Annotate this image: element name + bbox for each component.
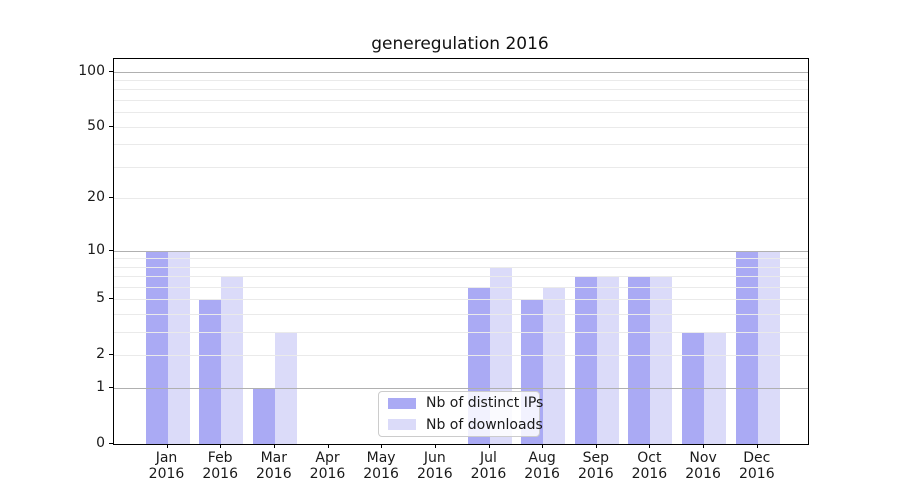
y-tick-mark-20 <box>109 197 113 199</box>
legend-swatch-downloads <box>388 419 416 431</box>
y-tick-mark-1 <box>109 387 113 389</box>
gridline-minor-2 <box>114 355 808 357</box>
gridline-minor-20 <box>114 198 808 200</box>
y-tick-mark-0 <box>109 443 113 444</box>
y-tick-label-0: 0 <box>96 435 105 451</box>
y-tick-label-5: 5 <box>96 290 105 307</box>
x-tick-label-oct: Oct 2016 <box>631 450 668 482</box>
bar-downloads-jan <box>167 250 190 444</box>
gridline-minor-8 <box>114 266 808 268</box>
bar-downloads-nov <box>704 332 727 444</box>
gridline-minor-9 <box>114 258 808 260</box>
grid-layer <box>114 59 808 444</box>
x-tick-label-mar: Mar 2016 <box>255 450 292 482</box>
gridline-minor-60 <box>114 112 808 114</box>
bar-distinct-ips-jan <box>145 250 168 444</box>
x-tick-mark-mar <box>273 444 275 448</box>
bar-distinct-ips-nov <box>682 332 705 444</box>
bar-downloads-oct <box>650 276 673 444</box>
gridline-minor-4 <box>114 314 808 316</box>
gridline-minor-7 <box>114 276 808 278</box>
y-tick-mark-100 <box>109 70 113 72</box>
x-tick-label-jul: Jul 2016 <box>470 450 507 482</box>
bar-distinct-ips-mar <box>252 388 275 444</box>
x-tick-label-sep: Sep 2016 <box>577 450 614 482</box>
x-tick-mark-apr <box>327 444 329 448</box>
legend-item-distinct-ips: Nb of distinct IPs <box>379 394 543 413</box>
y-tick-mark-2 <box>109 354 113 356</box>
bars-layer <box>114 59 808 444</box>
gridline-major-100 <box>114 71 808 73</box>
bar-distinct-ips-oct <box>628 276 651 444</box>
legend: Nb of distinct IPs Nb of downloads <box>378 391 543 437</box>
y-tick-label-50: 50 <box>87 117 105 134</box>
x-tick-mark-feb <box>220 444 222 448</box>
legend-label-distinct-ips: Nb of distinct IPs <box>426 395 544 412</box>
x-tick-label-feb: Feb 2016 <box>202 450 238 482</box>
bar-downloads-dec <box>757 250 780 444</box>
x-tick-mark-nov <box>703 444 705 448</box>
y-tick-label-10: 10 <box>87 241 105 258</box>
x-tick-mark-jan <box>166 444 168 448</box>
gridline-minor-80 <box>114 89 808 91</box>
x-tick-label-may: May 2016 <box>363 450 399 482</box>
bar-downloads-aug <box>543 287 566 444</box>
x-tick-label-dec: Dec 2016 <box>738 450 775 482</box>
x-tick-mark-jul <box>488 444 490 448</box>
y-tick-mark-5 <box>109 298 113 300</box>
gridline-major-1 <box>114 388 808 390</box>
gridline-minor-70 <box>114 100 808 101</box>
legend-item-downloads: Nb of downloads <box>379 416 543 435</box>
bar-distinct-ips-feb <box>199 299 222 444</box>
gridline-minor-5 <box>114 299 808 301</box>
plot-area <box>113 58 809 445</box>
bar-downloads-sep <box>596 276 619 444</box>
gridline-minor-30 <box>114 166 808 168</box>
gridline-minor-6 <box>114 287 808 288</box>
y-tick-label-1: 1 <box>96 379 105 396</box>
gridline-minor-50 <box>114 126 808 128</box>
x-tick-mark-may <box>381 444 383 448</box>
y-tick-label-2: 2 <box>96 346 105 363</box>
chart-title: generegulation 2016 <box>371 34 549 54</box>
x-tick-label-nov: Nov 2016 <box>685 450 721 482</box>
y-tick-mark-10 <box>109 249 113 251</box>
gridline-major-10 <box>114 250 808 252</box>
x-tick-mark-sep <box>595 444 597 448</box>
y-tick-label-20: 20 <box>87 189 105 206</box>
x-tick-mark-oct <box>649 444 651 448</box>
bar-distinct-ips-dec <box>735 250 758 444</box>
y-tick-label-100: 100 <box>78 62 105 79</box>
legend-label-downloads: Nb of downloads <box>426 416 543 433</box>
x-tick-label-jan: Jan 2016 <box>148 450 185 482</box>
gridline-minor-3 <box>114 332 808 334</box>
x-tick-label-apr: Apr 2016 <box>309 450 346 482</box>
x-tick-mark-jun <box>434 444 436 448</box>
x-tick-mark-aug <box>542 444 544 448</box>
gridline-minor-90 <box>114 80 808 81</box>
x-tick-label-jun: Jun 2016 <box>416 450 453 482</box>
bar-distinct-ips-sep <box>574 276 597 444</box>
gridline-minor-40 <box>114 144 808 146</box>
y-tick-mark-50 <box>109 125 113 127</box>
bar-downloads-feb <box>221 276 244 444</box>
bar-downloads-mar <box>274 332 297 444</box>
x-tick-label-aug: Aug 2016 <box>524 450 560 482</box>
x-tick-mark-dec <box>756 444 758 448</box>
legend-swatch-distinct-ips <box>388 397 416 409</box>
